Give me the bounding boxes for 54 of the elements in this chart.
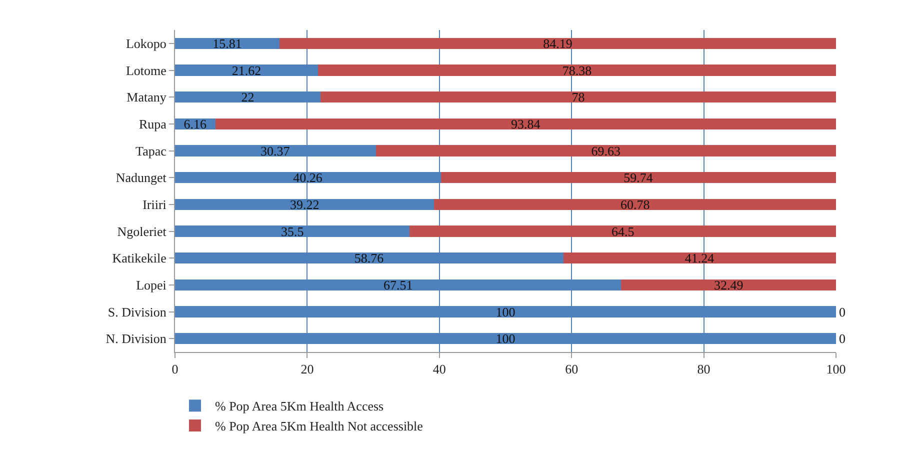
data-label: 22 xyxy=(241,90,254,105)
legend-label: % Pop Area 5Km Health Not accessible xyxy=(215,418,424,434)
data-label: 100 xyxy=(496,331,516,346)
y-tick-label: Rupa xyxy=(138,116,167,132)
x-tick-label: 60 xyxy=(565,362,578,377)
y-tick-label: Iriiri xyxy=(142,196,167,212)
y-tick-label: S. Division xyxy=(108,304,167,320)
x-tick-label: 40 xyxy=(432,362,446,377)
data-label: 100 xyxy=(496,304,516,320)
data-label: 78.38 xyxy=(562,62,592,78)
bar xyxy=(621,279,836,291)
x-tick-label: 0 xyxy=(172,362,178,377)
data-label: 0 xyxy=(839,304,846,320)
y-tick-label: Matany xyxy=(126,90,167,105)
bar xyxy=(434,198,836,210)
bar xyxy=(441,172,836,184)
data-label: 21.62 xyxy=(232,62,262,78)
y-tick-label: Lokopo xyxy=(126,36,166,51)
x-tick-label: 80 xyxy=(697,362,710,377)
data-label: 35.5 xyxy=(280,224,304,239)
y-tick-label: Tapac xyxy=(136,143,167,158)
data-label: 6.16 xyxy=(184,116,207,132)
data-label: 32.49 xyxy=(714,277,744,292)
data-label: 41.24 xyxy=(684,250,715,266)
data-label: 15.81 xyxy=(212,36,242,51)
legend-label: % Pop Area 5Km Health Access xyxy=(215,398,384,414)
bar xyxy=(216,118,836,130)
data-label: 67.51 xyxy=(383,277,413,292)
bar xyxy=(410,226,836,237)
data-label: 78 xyxy=(572,90,585,105)
bar xyxy=(376,145,836,156)
y-tick-label: Katikekile xyxy=(112,250,167,266)
y-tick-label: Nadunget xyxy=(116,170,167,186)
data-label: 93.84 xyxy=(510,116,541,132)
data-label: 58.76 xyxy=(354,250,384,266)
data-label: 39.22 xyxy=(290,196,320,212)
data-label: 60.78 xyxy=(620,196,650,212)
data-label: 59.74 xyxy=(624,170,654,186)
y-tick-label: Lopei xyxy=(136,277,167,292)
bar xyxy=(320,91,836,103)
data-label: 84.19 xyxy=(543,36,572,51)
data-label: 64.5 xyxy=(611,224,634,239)
y-tick-label: N. Division xyxy=(106,331,167,346)
data-label: 40.26 xyxy=(293,170,323,186)
data-label: 69.63 xyxy=(591,143,620,158)
y-tick-label: Lotome xyxy=(126,62,167,78)
bar xyxy=(563,252,836,264)
x-tick-label: 20 xyxy=(300,362,314,377)
y-tick-label: Ngoleriet xyxy=(117,224,167,239)
bar xyxy=(280,38,836,50)
data-label: 30.37 xyxy=(260,143,290,158)
x-tick-label: 100 xyxy=(826,362,846,377)
data-label: 0 xyxy=(839,331,846,346)
bar xyxy=(318,64,836,76)
